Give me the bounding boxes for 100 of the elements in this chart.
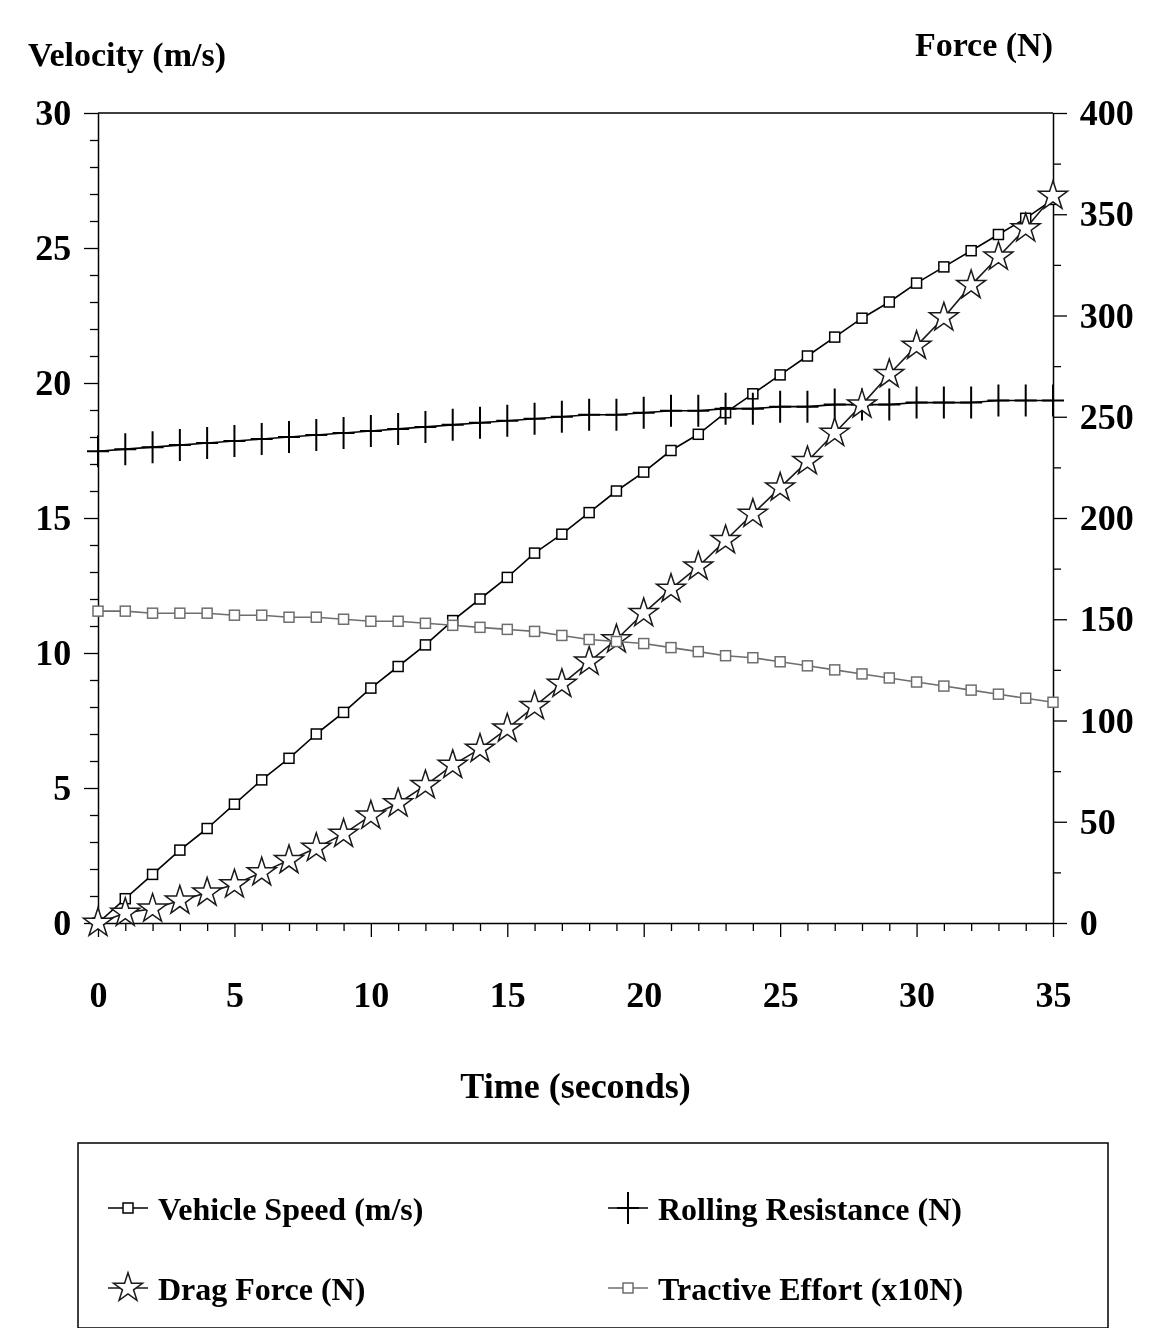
x-tick-label: 25 xyxy=(762,975,799,1016)
point xyxy=(283,611,295,623)
point xyxy=(310,611,323,623)
point xyxy=(938,261,950,273)
point xyxy=(437,749,468,779)
point xyxy=(883,296,896,308)
point xyxy=(392,660,404,673)
point xyxy=(519,690,550,720)
point xyxy=(501,623,514,636)
point xyxy=(474,621,486,634)
y2-tick-label: 250 xyxy=(1079,396,1134,437)
point xyxy=(246,856,277,886)
point xyxy=(774,656,786,668)
point xyxy=(965,244,977,257)
point xyxy=(146,868,159,881)
y-tick-label: 15 xyxy=(35,498,72,539)
legend-label: Rolling Resistance (N) xyxy=(658,1191,962,1227)
point xyxy=(910,676,923,688)
point xyxy=(883,672,896,684)
point xyxy=(110,896,141,926)
point xyxy=(874,358,905,388)
y-tick-label: 30 xyxy=(35,93,72,134)
y-tick-label: 5 xyxy=(53,768,72,809)
point xyxy=(92,605,104,617)
point xyxy=(273,844,305,874)
point xyxy=(410,769,441,799)
point xyxy=(983,240,1014,270)
legend-label: Drag Force (N) xyxy=(158,1271,366,1307)
point xyxy=(637,637,650,650)
point xyxy=(610,485,623,497)
point xyxy=(1047,696,1059,709)
point xyxy=(928,301,960,331)
point xyxy=(774,369,786,381)
point xyxy=(764,471,796,501)
point xyxy=(419,639,432,651)
legend-label: Tractive Effort (x10N) xyxy=(658,1271,964,1307)
x-tick-label: 5 xyxy=(225,975,244,1016)
y2-tick-label: 0 xyxy=(1079,903,1098,944)
point xyxy=(1037,180,1069,210)
point xyxy=(1010,212,1041,242)
point xyxy=(310,728,323,740)
legend-label: Vehicle Speed (m/s) xyxy=(158,1191,424,1227)
point xyxy=(82,907,114,937)
point xyxy=(692,428,705,441)
x-tick-label: 30 xyxy=(899,975,936,1016)
point xyxy=(419,617,432,630)
point xyxy=(201,607,213,619)
y-tick-label: 20 xyxy=(35,363,72,404)
point xyxy=(683,550,714,580)
point xyxy=(119,605,132,617)
point xyxy=(938,680,950,692)
x-axis-title: Time (seconds) xyxy=(460,1066,691,1106)
point xyxy=(382,787,414,817)
point xyxy=(747,651,759,664)
point xyxy=(901,329,932,359)
point xyxy=(174,607,186,619)
y2-tick-label: 200 xyxy=(1079,498,1134,539)
y2-tick-label: 400 xyxy=(1079,93,1134,134)
point xyxy=(665,444,677,457)
point xyxy=(337,706,350,719)
point xyxy=(910,277,923,289)
point xyxy=(355,799,387,829)
x-tick-label: 35 xyxy=(1035,975,1072,1016)
point xyxy=(665,641,677,654)
y-axis-title: Velocity (m/s) xyxy=(28,36,226,74)
point xyxy=(301,832,332,862)
point xyxy=(637,466,650,478)
point xyxy=(1019,692,1032,704)
y2-tick-label: 50 xyxy=(1079,801,1116,842)
point xyxy=(819,416,850,447)
point xyxy=(255,609,268,621)
point xyxy=(737,497,769,528)
point xyxy=(464,732,496,762)
x-tick-label: 10 xyxy=(353,975,390,1016)
x-tick-label: 15 xyxy=(489,975,526,1016)
y2-axis-title: Force (N) xyxy=(914,26,1053,64)
y2-tick-label: 150 xyxy=(1079,599,1134,640)
x-tick-label: 0 xyxy=(89,975,108,1016)
point xyxy=(965,684,977,696)
point xyxy=(710,524,741,554)
point xyxy=(228,798,241,810)
point xyxy=(365,682,377,694)
point xyxy=(828,664,841,676)
point xyxy=(228,609,241,621)
point xyxy=(692,645,705,658)
point xyxy=(328,817,359,847)
point xyxy=(792,445,823,475)
point xyxy=(492,712,523,742)
point xyxy=(719,649,732,662)
point xyxy=(528,625,541,638)
point xyxy=(255,774,268,786)
point xyxy=(546,668,578,698)
point xyxy=(992,688,1005,700)
point xyxy=(828,331,841,343)
point xyxy=(801,350,814,362)
point xyxy=(992,228,1005,241)
point xyxy=(573,645,605,675)
point xyxy=(856,312,868,324)
point xyxy=(474,593,486,605)
x-tick-label: 20 xyxy=(626,975,663,1016)
